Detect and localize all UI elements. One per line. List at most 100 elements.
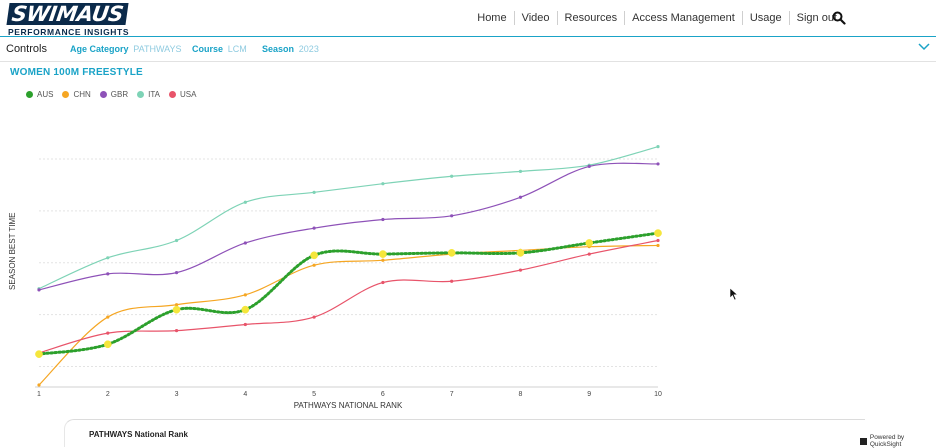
bottom-panel-label: PATHWAYS National Rank <box>89 430 188 439</box>
nav-sign-out[interactable]: Sign out <box>796 12 837 24</box>
quicksight-icon <box>860 437 867 445</box>
data-point <box>312 226 316 230</box>
x-tick-label: 4 <box>243 391 247 398</box>
x-axis-label: PATHWAYS NATIONAL RANK <box>293 401 403 410</box>
data-point <box>518 169 523 173</box>
data-point <box>450 174 454 178</box>
series-usa <box>37 238 660 355</box>
data-point <box>312 263 316 267</box>
powered-by-text: Powered by QuickSight <box>869 434 905 448</box>
chart-series <box>35 145 662 387</box>
data-point <box>243 293 247 297</box>
legend-swatch <box>62 91 70 98</box>
data-point <box>656 238 660 243</box>
x-tick-label: 2 <box>106 391 110 398</box>
data-point <box>106 256 110 260</box>
controls-title[interactable]: Controls <box>6 43 47 55</box>
bottom-panel: PATHWAYS National Rank <box>64 419 865 447</box>
data-point <box>241 305 250 314</box>
x-tick-label: 6 <box>381 391 385 398</box>
data-point <box>174 238 179 243</box>
nav-home[interactable]: Home <box>470 11 515 25</box>
course-filter[interactable]: Course LCM <box>192 44 247 55</box>
data-point <box>656 243 660 248</box>
chevron-down-icon[interactable] <box>918 42 930 52</box>
age-category-filter[interactable]: Age Category PATHWAYS <box>70 44 181 55</box>
logo-subtitle: PERFORMANCE INSIGHTS <box>8 27 130 37</box>
x-axis-ticks: 1 2 3 4 5 6 7 8 9 10 <box>37 391 662 398</box>
data-point <box>106 315 110 319</box>
x-tick-label: 5 <box>312 391 316 398</box>
x-tick-label: 3 <box>175 391 179 398</box>
nav-usage[interactable]: Usage <box>743 11 790 25</box>
data-point <box>656 145 660 149</box>
legend-label: AUS <box>37 90 54 99</box>
mouse-cursor-icon <box>729 287 739 301</box>
data-point <box>312 190 316 194</box>
legend-swatch <box>99 91 107 98</box>
app-header: SWIMAUS PERFORMANCE INSIGHTS Home Video … <box>0 0 936 37</box>
data-point <box>106 272 110 276</box>
search-icon[interactable] <box>832 11 846 25</box>
data-point <box>243 322 247 327</box>
series-line-gbr <box>38 162 659 291</box>
data-point <box>381 182 385 186</box>
series-gbr <box>37 162 660 292</box>
legend-item-aus[interactable]: AUS <box>26 90 53 99</box>
data-point <box>37 383 41 387</box>
x-tick-label: 9 <box>587 391 591 398</box>
course-value: LCM <box>227 44 247 54</box>
legend-label: CHN <box>73 90 91 99</box>
data-point <box>381 217 385 222</box>
quicksight-badge: Powered by QuickSight <box>860 434 936 448</box>
series-ita <box>37 145 660 291</box>
nav-video[interactable]: Video <box>515 11 558 25</box>
legend-item-usa[interactable]: USA <box>169 90 196 99</box>
series-chn <box>37 243 660 387</box>
series-line-usa <box>38 239 659 354</box>
data-point <box>174 329 179 333</box>
data-point <box>518 268 523 272</box>
data-point <box>379 250 387 258</box>
legend-item-chn[interactable]: CHN <box>62 90 91 99</box>
series-line-ita <box>38 146 659 290</box>
nav-access-management[interactable]: Access Management <box>625 11 743 25</box>
legend-item-ita[interactable]: ITA <box>137 90 160 99</box>
y-axis-label: SEASON BEST TIME <box>8 212 17 290</box>
x-tick-label: 1 <box>37 391 41 398</box>
data-point <box>174 271 179 275</box>
data-point <box>450 279 454 283</box>
controls-bar: Controls Age Category PATHWAYS Course LC… <box>0 37 936 62</box>
data-point <box>310 251 318 260</box>
data-point <box>37 288 41 292</box>
data-point <box>447 249 456 257</box>
data-point <box>381 280 385 285</box>
data-point <box>518 195 523 199</box>
nav-resources[interactable]: Resources <box>558 11 626 25</box>
series-line-aus <box>37 231 660 356</box>
top-nav: Home Video Resources Access Management U… <box>470 11 844 25</box>
data-point <box>450 214 454 218</box>
legend-swatch <box>26 91 33 98</box>
age-category-label: Age Category <box>70 44 129 54</box>
data-point <box>656 162 660 166</box>
data-point <box>243 200 247 204</box>
x-tick-label: 10 <box>654 391 662 398</box>
chart-title: WOMEN 100M FREESTYLE <box>10 67 143 78</box>
data-point <box>106 331 110 335</box>
data-point <box>587 164 591 169</box>
swimaus-logo[interactable]: SWIMAUS PERFORMANCE INSIGHTS <box>6 2 130 37</box>
course-label: Course <box>192 44 224 54</box>
legend-label: GBR <box>110 90 129 99</box>
data-point <box>174 303 179 307</box>
legend-swatch <box>137 91 145 98</box>
season-value: 2023 <box>298 44 319 54</box>
data-point <box>172 305 181 314</box>
series-line-chn <box>38 244 659 386</box>
legend-label: ITA <box>148 90 160 99</box>
legend-item-gbr[interactable]: GBR <box>99 90 129 99</box>
season-filter[interactable]: Season 2023 <box>262 44 319 55</box>
x-tick-label: 7 <box>450 391 454 398</box>
data-point <box>243 241 247 245</box>
